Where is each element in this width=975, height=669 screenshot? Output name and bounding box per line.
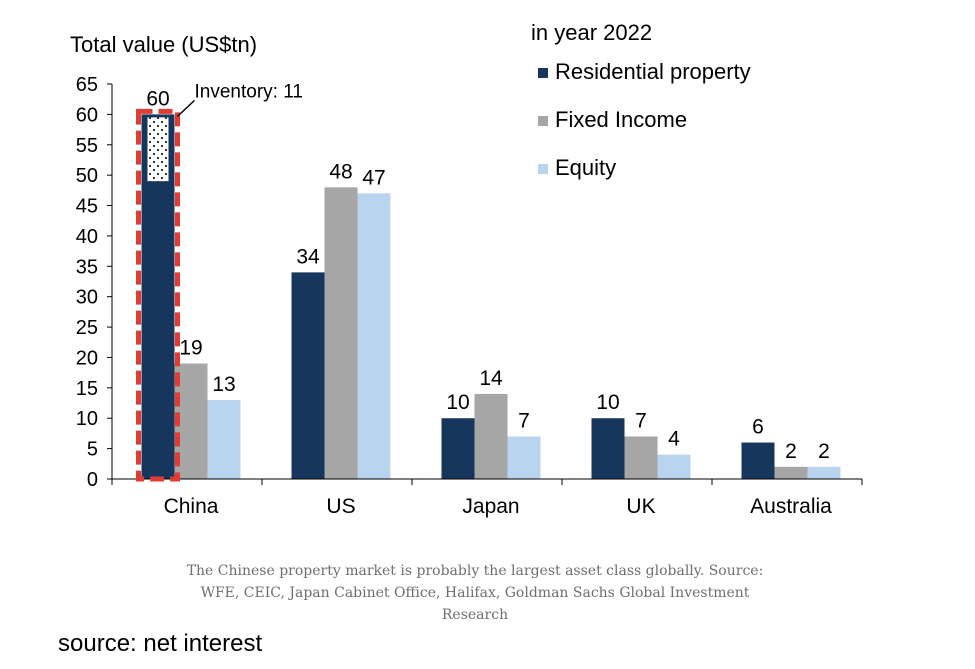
legend-swatch xyxy=(538,116,548,126)
y-tick-label: 0 xyxy=(87,469,98,491)
legend-label: Residential property xyxy=(555,59,751,84)
y-tick-label: 45 xyxy=(76,196,98,218)
x-tick-label: US xyxy=(326,495,355,518)
data-label: 7 xyxy=(518,409,530,432)
chart-title: in year 2022 xyxy=(531,20,652,45)
y-tick-label: 25 xyxy=(76,317,98,339)
y-tick-label: 10 xyxy=(76,408,98,430)
bar-chart: Total value (US$tn) in year 2022 0 5 10 15 2… xyxy=(70,20,863,518)
x-tick-label: China xyxy=(164,495,219,518)
annotation-leader-line xyxy=(176,99,196,117)
legend-swatch xyxy=(538,164,548,174)
data-label: 6 xyxy=(752,416,764,439)
bar xyxy=(324,187,358,480)
data-label: 19 xyxy=(179,337,202,360)
y-tick-label: 65 xyxy=(76,74,98,96)
data-label: 10 xyxy=(446,391,469,414)
data-label: 2 xyxy=(818,440,830,463)
bar xyxy=(357,193,391,479)
legend-label: Equity xyxy=(555,155,616,180)
bar xyxy=(657,454,691,479)
y-tick-label: 60 xyxy=(76,104,98,126)
source-note: source: net interest xyxy=(58,630,263,657)
data-label: 60 xyxy=(146,87,169,110)
data-label: 7 xyxy=(635,409,647,432)
data-label: 2 xyxy=(785,440,797,463)
bar xyxy=(807,466,841,479)
bar xyxy=(291,272,325,479)
data-label: 34 xyxy=(296,245,320,268)
bar xyxy=(507,436,541,479)
figure-caption: The Chinese property market is probably … xyxy=(186,563,764,623)
y-axis-label: Total value (US$tn) xyxy=(70,32,257,57)
data-label: 13 xyxy=(212,373,235,396)
legend-swatch xyxy=(538,68,548,78)
data-label: 48 xyxy=(329,160,352,183)
data-label: 4 xyxy=(668,428,680,451)
y-tick-label: 55 xyxy=(76,135,98,157)
y-tick-label: 35 xyxy=(76,256,98,278)
bar xyxy=(474,393,508,479)
x-tick-label: Japan xyxy=(462,495,519,518)
bar xyxy=(741,442,775,479)
data-label: 47 xyxy=(362,166,385,189)
bar xyxy=(774,466,808,479)
y-tick-label: 5 xyxy=(87,439,98,461)
legend-label: Fixed Income xyxy=(555,107,687,132)
y-tick-label: 15 xyxy=(76,378,98,400)
bar xyxy=(207,400,241,479)
data-label: 10 xyxy=(596,391,619,414)
x-tick-label: UK xyxy=(626,495,655,518)
bar xyxy=(624,436,658,479)
highlight-dashed-box xyxy=(136,108,180,482)
bar xyxy=(591,418,625,479)
y-tick-label: 50 xyxy=(76,165,98,187)
y-tick-label: 30 xyxy=(76,287,98,309)
x-tick-label: Australia xyxy=(750,495,832,518)
data-label: 14 xyxy=(479,367,503,390)
bar xyxy=(441,418,475,479)
y-tick-label: 40 xyxy=(76,226,98,248)
y-tick-label: 20 xyxy=(76,347,98,369)
annotation-label: Inventory: 11 xyxy=(195,81,303,102)
inventory-hatch xyxy=(147,117,169,182)
